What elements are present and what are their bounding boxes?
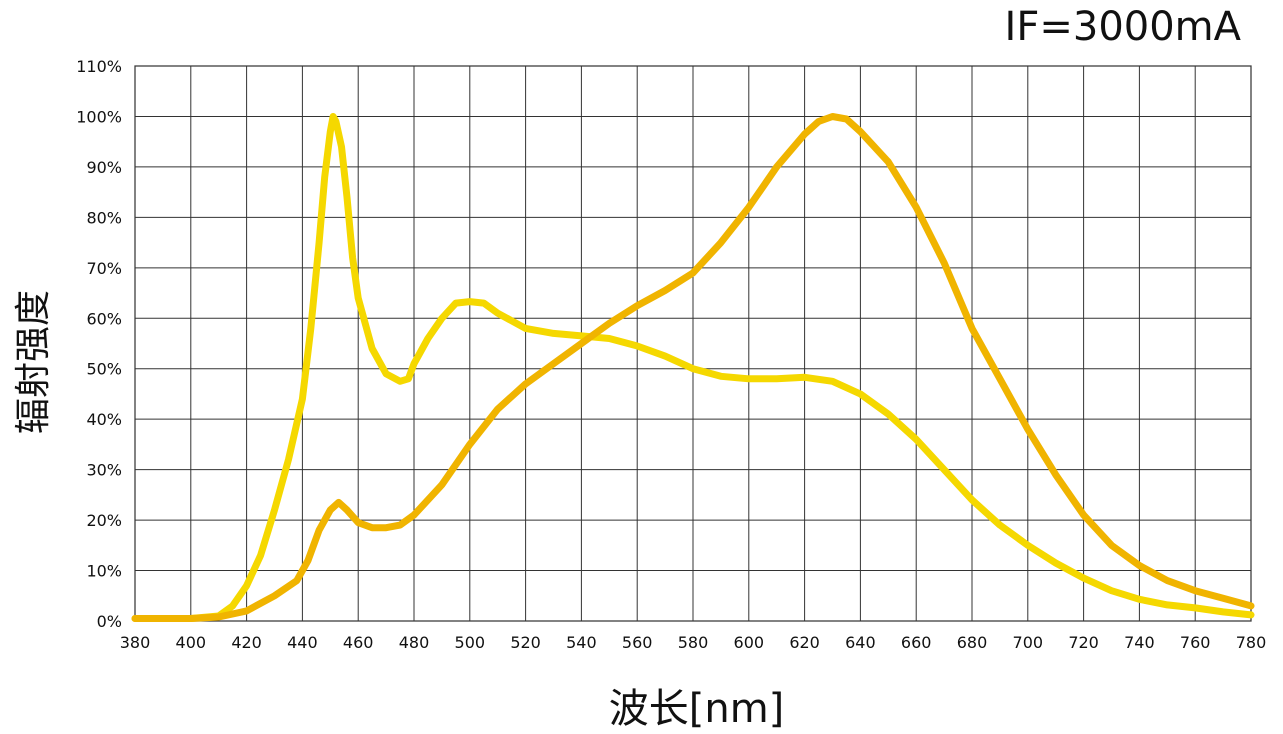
x-tick-label: 540 <box>566 633 597 652</box>
x-tick-label: 720 <box>1068 633 1099 652</box>
x-tick-label: 460 <box>343 633 374 652</box>
grid <box>134 65 1252 622</box>
x-tick-label: 500 <box>455 633 486 652</box>
x-tick-label: 760 <box>1180 633 1211 652</box>
x-tick-label: 680 <box>957 633 988 652</box>
y-tick-label: 40% <box>86 410 122 429</box>
y-tick-label: 20% <box>86 511 122 530</box>
x-tick-label: 700 <box>1013 633 1044 652</box>
x-tick-label: 620 <box>789 633 820 652</box>
y-axis-label: 辐射强度 <box>13 289 54 435</box>
x-tick-label: 560 <box>622 633 653 652</box>
y-tick-label: 80% <box>86 208 122 227</box>
y-tick-label: 70% <box>86 259 122 278</box>
x-tick-labels: 380 400 420 440 460 480 500 520 540 560 580 600 620 6… <box>120 633 1267 652</box>
y-tick-label: 60% <box>86 309 122 328</box>
y-tick-label: 50% <box>86 360 122 379</box>
x-tick-label: 600 <box>734 633 765 652</box>
y-tick-label: 110% <box>76 57 122 76</box>
y-tick-labels: 0% 10% 20% 30% 40% 50% 60% 70% 80% 90% 100% 110% <box>76 57 122 631</box>
y-tick-label: 100% <box>76 107 122 126</box>
x-tick-label: 400 <box>176 633 207 652</box>
y-tick-label: 0% <box>97 612 122 631</box>
x-tick-label: 480 <box>399 633 430 652</box>
x-tick-label: 440 <box>287 633 318 652</box>
x-tick-label: 380 <box>120 633 151 652</box>
series-lines <box>131 113 1255 622</box>
current-annotation: IF=3000mA <box>1004 4 1241 50</box>
x-tick-label: 780 <box>1236 633 1267 652</box>
series-line-2 <box>131 113 1255 622</box>
x-axis-label: 波长[nm] <box>608 686 785 732</box>
x-tick-label: 420 <box>231 633 262 652</box>
x-tick-label: 640 <box>845 633 876 652</box>
x-tick-label: 660 <box>901 633 932 652</box>
x-tick-label: 520 <box>510 633 541 652</box>
y-tick-label: 10% <box>86 562 122 581</box>
y-tick-label: 30% <box>86 461 122 480</box>
y-tick-label: 90% <box>86 158 122 177</box>
x-tick-label: 580 <box>678 633 709 652</box>
series-line-1 <box>131 113 1255 622</box>
x-tick-label: 740 <box>1124 633 1155 652</box>
